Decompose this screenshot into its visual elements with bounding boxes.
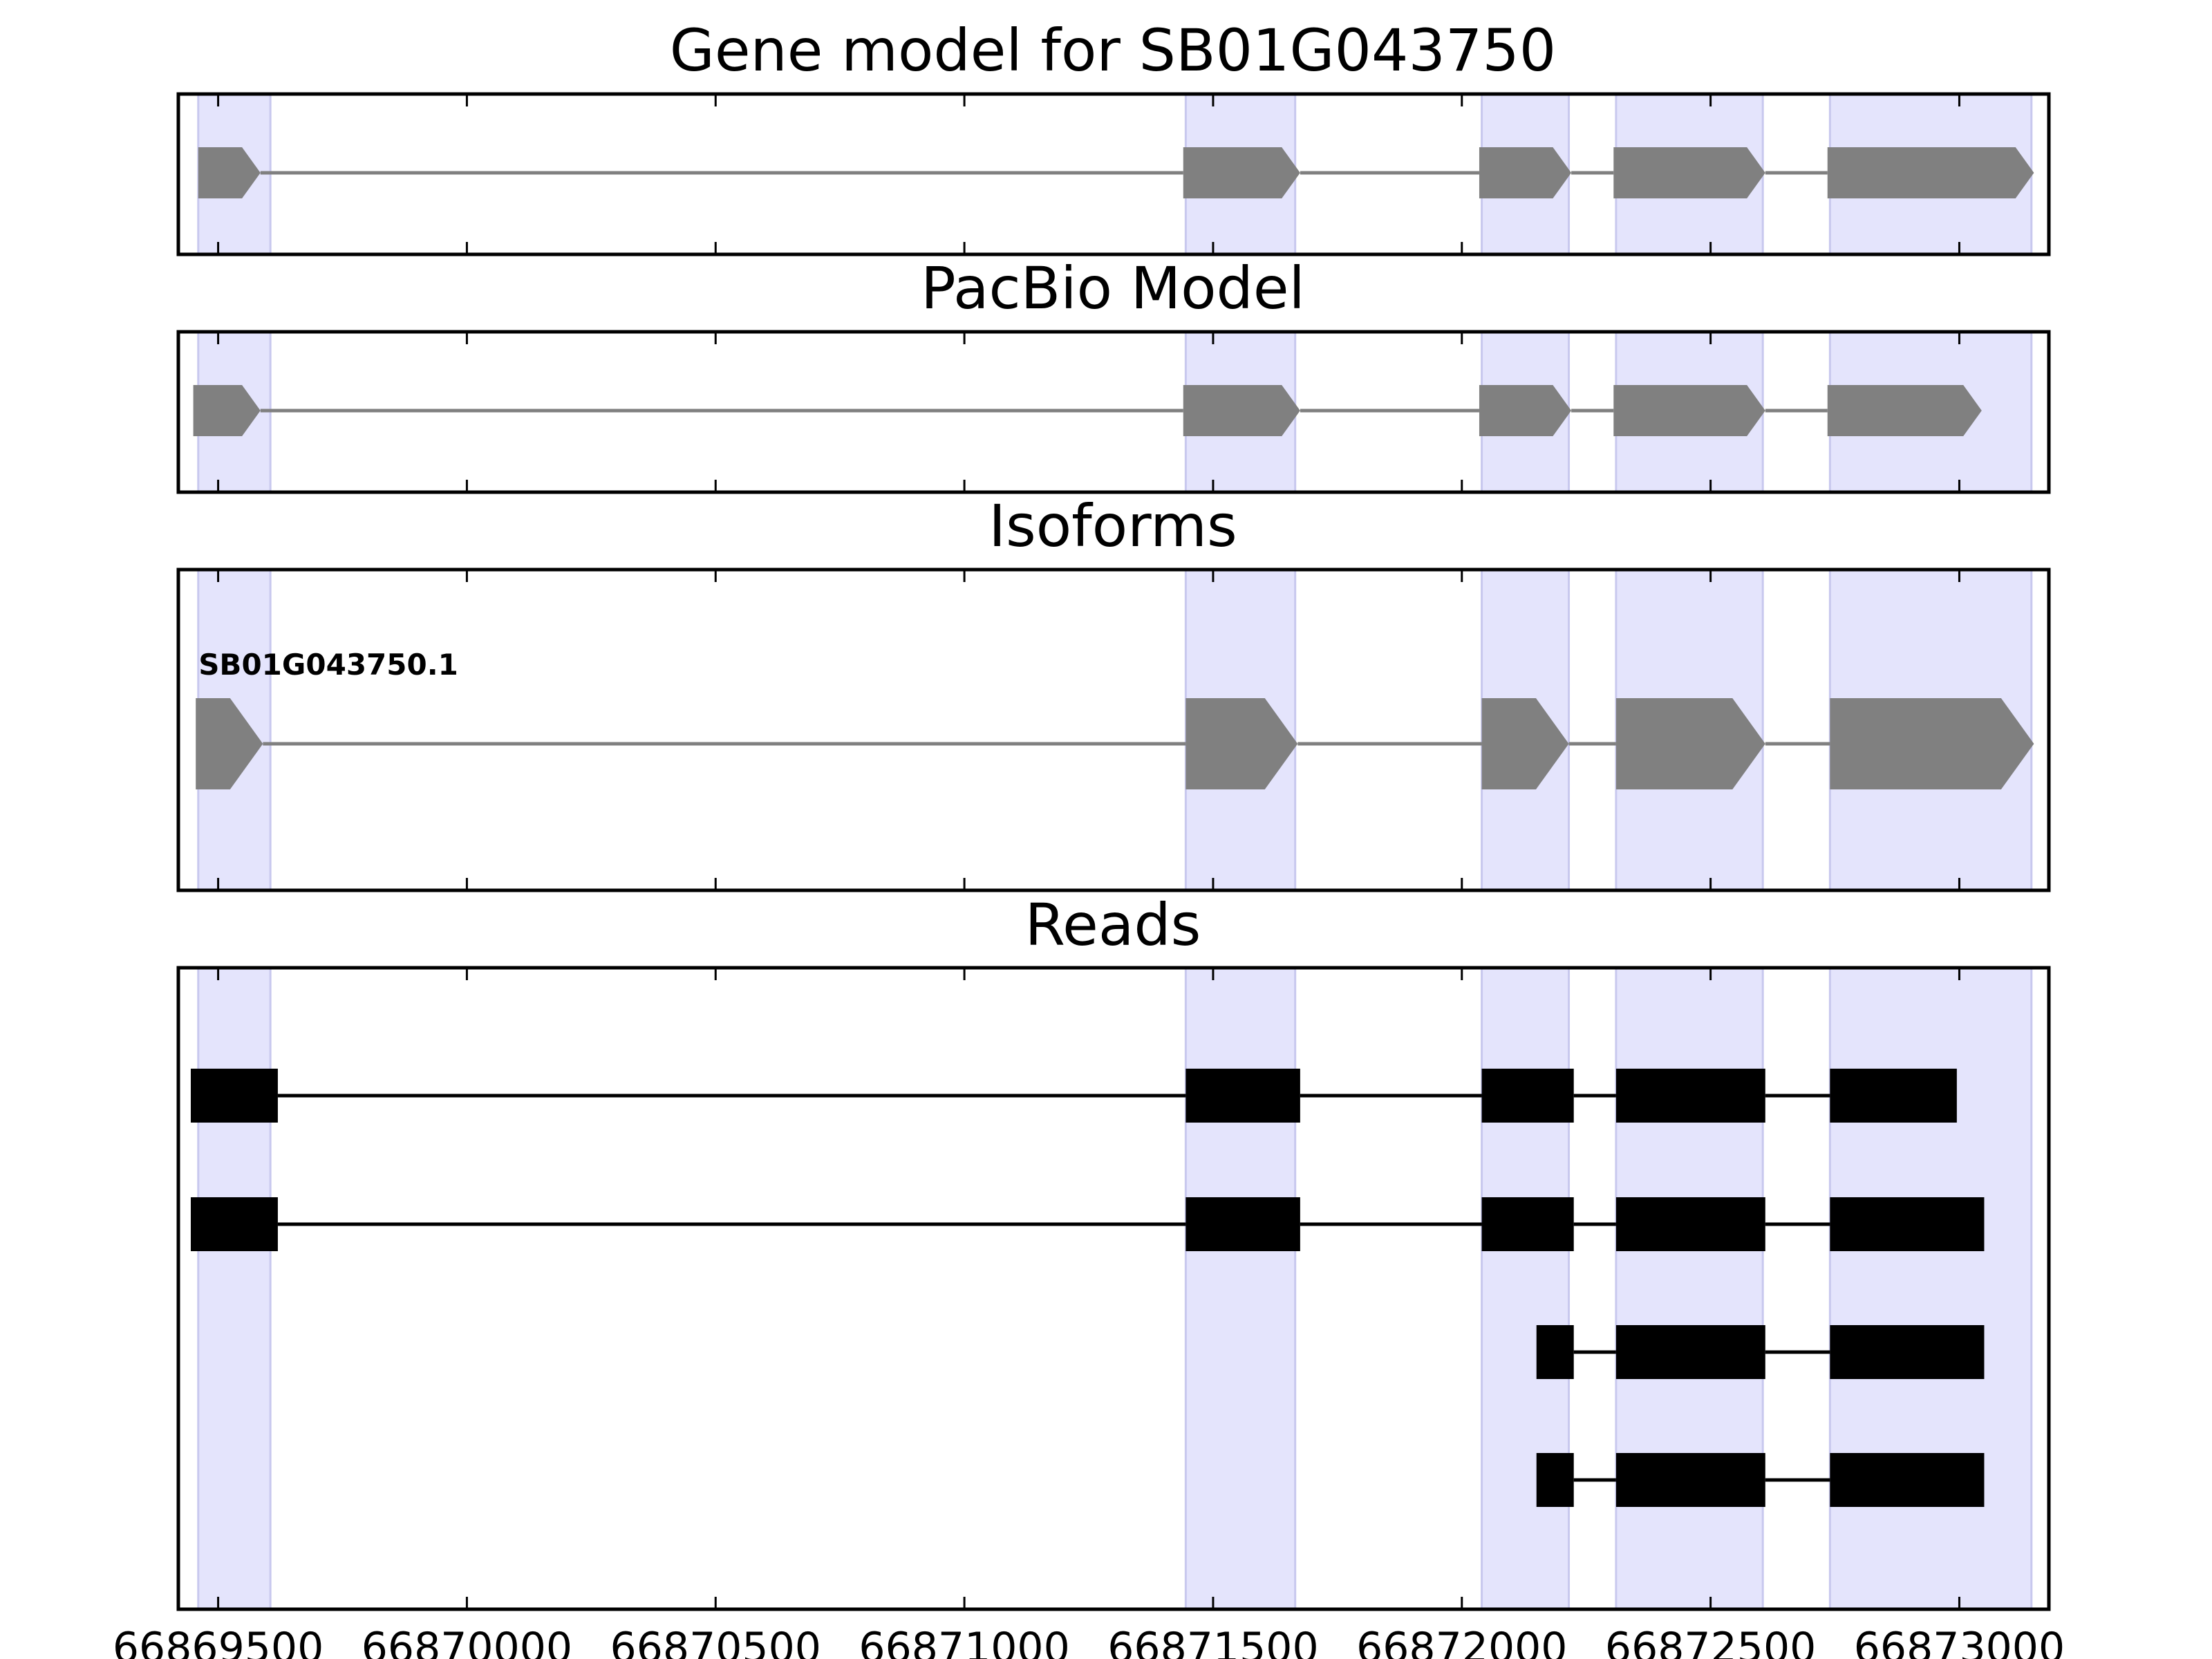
panel-title-isoforms: Isoforms: [988, 492, 1237, 560]
read-exon-block: [1830, 1197, 1985, 1251]
read-exon-block: [1615, 1325, 1765, 1379]
highlight-region: [1828, 966, 2033, 1611]
axis-ticks: [217, 94, 1960, 254]
read-exon-block: [190, 1069, 278, 1123]
exon-block: [1613, 147, 1765, 198]
exon-block: [1185, 698, 1298, 789]
axis-ticks: [217, 570, 1960, 890]
exon-block: [1613, 385, 1765, 436]
isoform-label: SB01G043750.1: [198, 648, 458, 682]
x-tick-label: 66872000: [1356, 1624, 1567, 1659]
highlight-region: [197, 966, 272, 1611]
exon-block: [1481, 698, 1569, 789]
read-exon-block: [1481, 1069, 1574, 1123]
panel-gene-model: Gene model for SB01G043750: [176, 17, 2051, 256]
exon-block: [1615, 698, 1765, 789]
read-exon-block: [1830, 1325, 1985, 1379]
x-tick-labels: 66869500 66870000 66870500 66871000 66871500…: [113, 1624, 2065, 1659]
panel-title-pacbio-model: PacBio Model: [921, 254, 1305, 322]
read-exon-block: [1830, 1069, 1957, 1123]
panel-frame: [176, 568, 2051, 892]
highlight-regions: [197, 966, 2033, 1611]
x-tick-label: 66872500: [1605, 1624, 1816, 1659]
exon-block: [1827, 385, 1982, 436]
panel-frame: [176, 966, 2051, 1611]
read-exon-block: [1536, 1453, 1574, 1507]
highlight-regions: [197, 568, 2033, 892]
read-exon-block: [1615, 1453, 1765, 1507]
exon-block: [198, 147, 261, 198]
panel-title-gene-model: Gene model for SB01G043750: [670, 17, 1556, 84]
highlight-region: [1481, 966, 1571, 1611]
model-tracks: SB01G043750.1: [196, 648, 2034, 789]
x-tick-label: 66871000: [859, 1624, 1069, 1659]
exon-block: [193, 385, 261, 436]
model-tracks: [193, 385, 1982, 436]
x-tick-label: 66869500: [113, 1624, 324, 1659]
read-exon-block: [1481, 1197, 1574, 1251]
exon-block: [196, 698, 263, 789]
exon-block: [1479, 147, 1572, 198]
axis-ticks: [217, 332, 1960, 492]
read-exon-block: [1615, 1197, 1765, 1251]
highlight-region: [1615, 966, 1764, 1611]
panel-pacbio-model: PacBio Model: [176, 254, 2051, 494]
read-exon-block: [1185, 1069, 1300, 1123]
panel-reads: Reads 66869500 66870000 66870500 66871000 66…: [113, 891, 2065, 1659]
highlight-region: [1184, 966, 1297, 1611]
exon-block: [1479, 385, 1572, 436]
panel-title-reads: Reads: [1025, 891, 1201, 959]
exon-block: [1183, 147, 1300, 198]
model-tracks: [198, 147, 2034, 198]
exon-block: [1183, 385, 1300, 436]
read-exon-block: [1830, 1453, 1985, 1507]
panel-frame: [176, 92, 2051, 256]
axis-ticks: [217, 968, 1960, 1609]
panel-frame: [176, 330, 2051, 494]
read-tracks: [190, 1069, 1985, 1507]
exon-block: [1827, 147, 2034, 198]
read-exon-block: [1185, 1197, 1300, 1251]
x-tick-label: 66873000: [1854, 1624, 2065, 1659]
x-tick-label: 66871500: [1107, 1624, 1318, 1659]
x-tick-label: 66870000: [362, 1624, 572, 1659]
panel-isoforms: Isoforms SB01G043750.1: [176, 492, 2051, 892]
read-exon-block: [1536, 1325, 1574, 1379]
x-tick-label: 66870500: [610, 1624, 821, 1659]
read-exon-block: [190, 1197, 278, 1251]
exon-block: [1830, 698, 2034, 789]
read-exon-block: [1615, 1069, 1765, 1123]
